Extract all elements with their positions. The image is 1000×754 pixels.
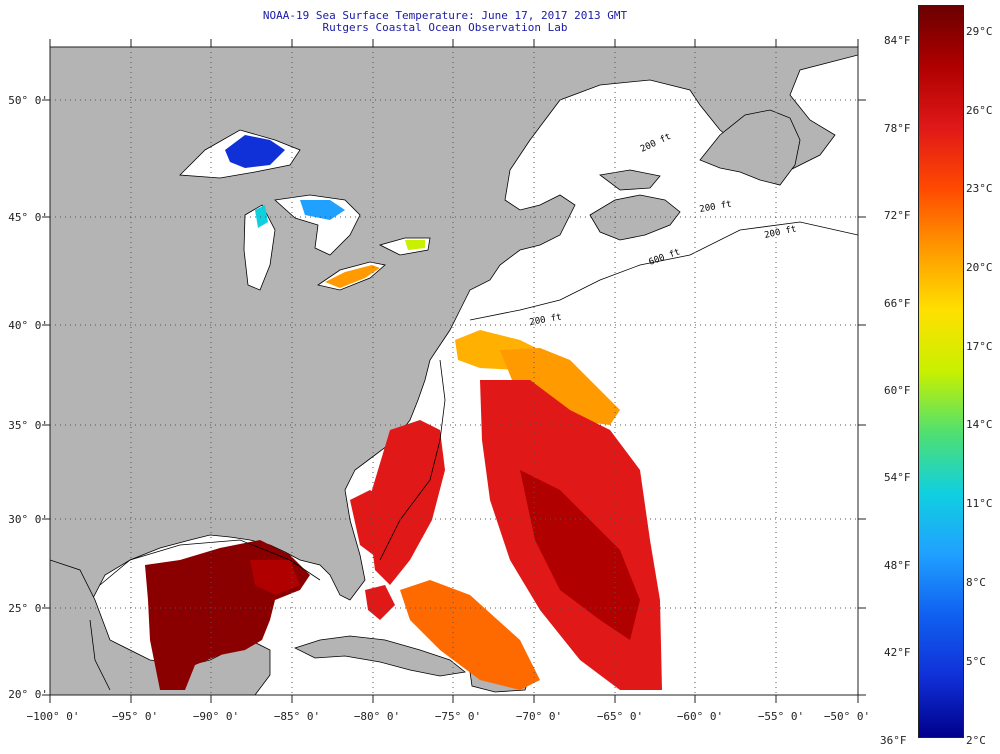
gulf-sst [145, 540, 310, 690]
colorbar-c-label: 29°C [966, 25, 993, 38]
lake-michigan-sst [255, 205, 268, 228]
bathymetry-contours [89, 221, 858, 691]
lat-label: 45° 0' [8, 211, 48, 224]
lon-label: −65° 0' [596, 710, 644, 723]
colorbar-f-label: 84°F [884, 34, 911, 47]
colorbar-c-label: 23°C [966, 182, 993, 195]
lat-lon-grid [50, 47, 858, 695]
colorbar-f-label: 66°F [884, 297, 911, 310]
colorbar-c-label: 17°C [966, 340, 993, 353]
colorbar-f-label: 48°F [884, 559, 911, 572]
lon-label: −60° 0' [676, 710, 724, 723]
lon-label: −75° 0' [434, 710, 482, 723]
newfoundland-land [699, 109, 801, 186]
lon-label: −100° 0' [26, 710, 80, 723]
lon-label: −70° 0' [515, 710, 563, 723]
colorbar-f-label: 60°F [884, 384, 911, 397]
colorbar-f-label: 54°F [884, 471, 911, 484]
lon-label: −90° 0' [192, 710, 240, 723]
temperature-colorbar [918, 5, 964, 738]
sst-map: 200 ft 200 ft 200 ft 600 ft 200 ft [42, 39, 866, 703]
axis-ticks [42, 39, 866, 703]
colorbar-f-label: 78°F [884, 122, 911, 135]
lat-label: 35° 0' [8, 419, 48, 432]
colorbar-c-label: 26°C [966, 104, 993, 117]
lat-label: 20° 0' [8, 688, 48, 701]
colorbar-c-label: 8°C [966, 576, 986, 589]
colorbar-c-label: 14°C [966, 418, 993, 431]
colorbar-c-label: 20°C [966, 261, 993, 274]
lat-label: 40° 0' [8, 319, 48, 332]
map-subtitle: Rutgers Coastal Ocean Observation Lab [322, 21, 568, 34]
lon-label: −80° 0' [353, 710, 401, 723]
gulf-island-land [599, 169, 661, 191]
colorbar-c-label: 5°C [966, 655, 986, 668]
lat-label: 50° 0' [8, 94, 48, 107]
colorbar-f-label: 72°F [884, 209, 911, 222]
cuba-land [293, 635, 466, 677]
lake-huron-sst [300, 200, 345, 220]
colorbar-f-label: 36°F [880, 734, 907, 747]
colorbar-f-label: 42°F [884, 646, 911, 659]
map-frame [49, 46, 859, 696]
map-title: NOAA-19 Sea Surface Temperature: June 17… [262, 9, 628, 22]
lon-label: −85° 0' [273, 710, 321, 723]
lat-label: 25° 0' [8, 602, 48, 615]
lon-label: −50° 0' [823, 710, 871, 723]
lake-ontario-sst [405, 240, 425, 250]
lake-superior-sst [225, 135, 285, 168]
lon-label: −55° 0' [757, 710, 805, 723]
lon-label: −95° 0' [111, 710, 159, 723]
lake-erie-sst [325, 265, 380, 288]
colorbar-c-label: 2°C [966, 734, 986, 747]
atlantic-sst [350, 330, 662, 690]
colorbar-c-label: 11°C [966, 497, 993, 510]
lat-label: 30° 0' [8, 513, 48, 526]
